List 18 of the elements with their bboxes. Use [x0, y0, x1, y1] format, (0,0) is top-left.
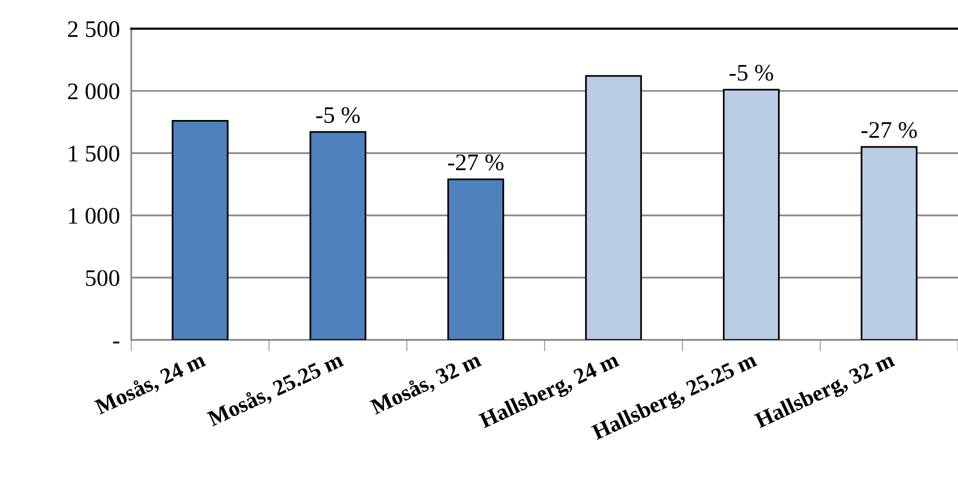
y-tick-label: 2 500 [68, 21, 120, 38]
y-tick-label: 1 500 [69, 146, 120, 162]
y-tick-label: 1 000 [69, 208, 120, 224]
bar [860, 146, 918, 340]
y-tick-label: 500 [86, 270, 120, 286]
bar [585, 75, 642, 340]
y-tick-label: 2 000 [68, 83, 120, 100]
annotation: -27 % [861, 122, 917, 138]
annotation: -5 % [730, 64, 774, 81]
bar [172, 120, 229, 340]
bar [722, 88, 780, 340]
x-tick-label: Mosås, 24 m [93, 350, 208, 418]
y-tick-label: - [113, 342, 120, 344]
annotation: -5 % [316, 107, 360, 124]
bar [310, 131, 366, 340]
annotation: -27 % [448, 154, 504, 170]
bar [447, 178, 504, 340]
x-tick-label: Mosås, 25.25 m [206, 350, 346, 430]
